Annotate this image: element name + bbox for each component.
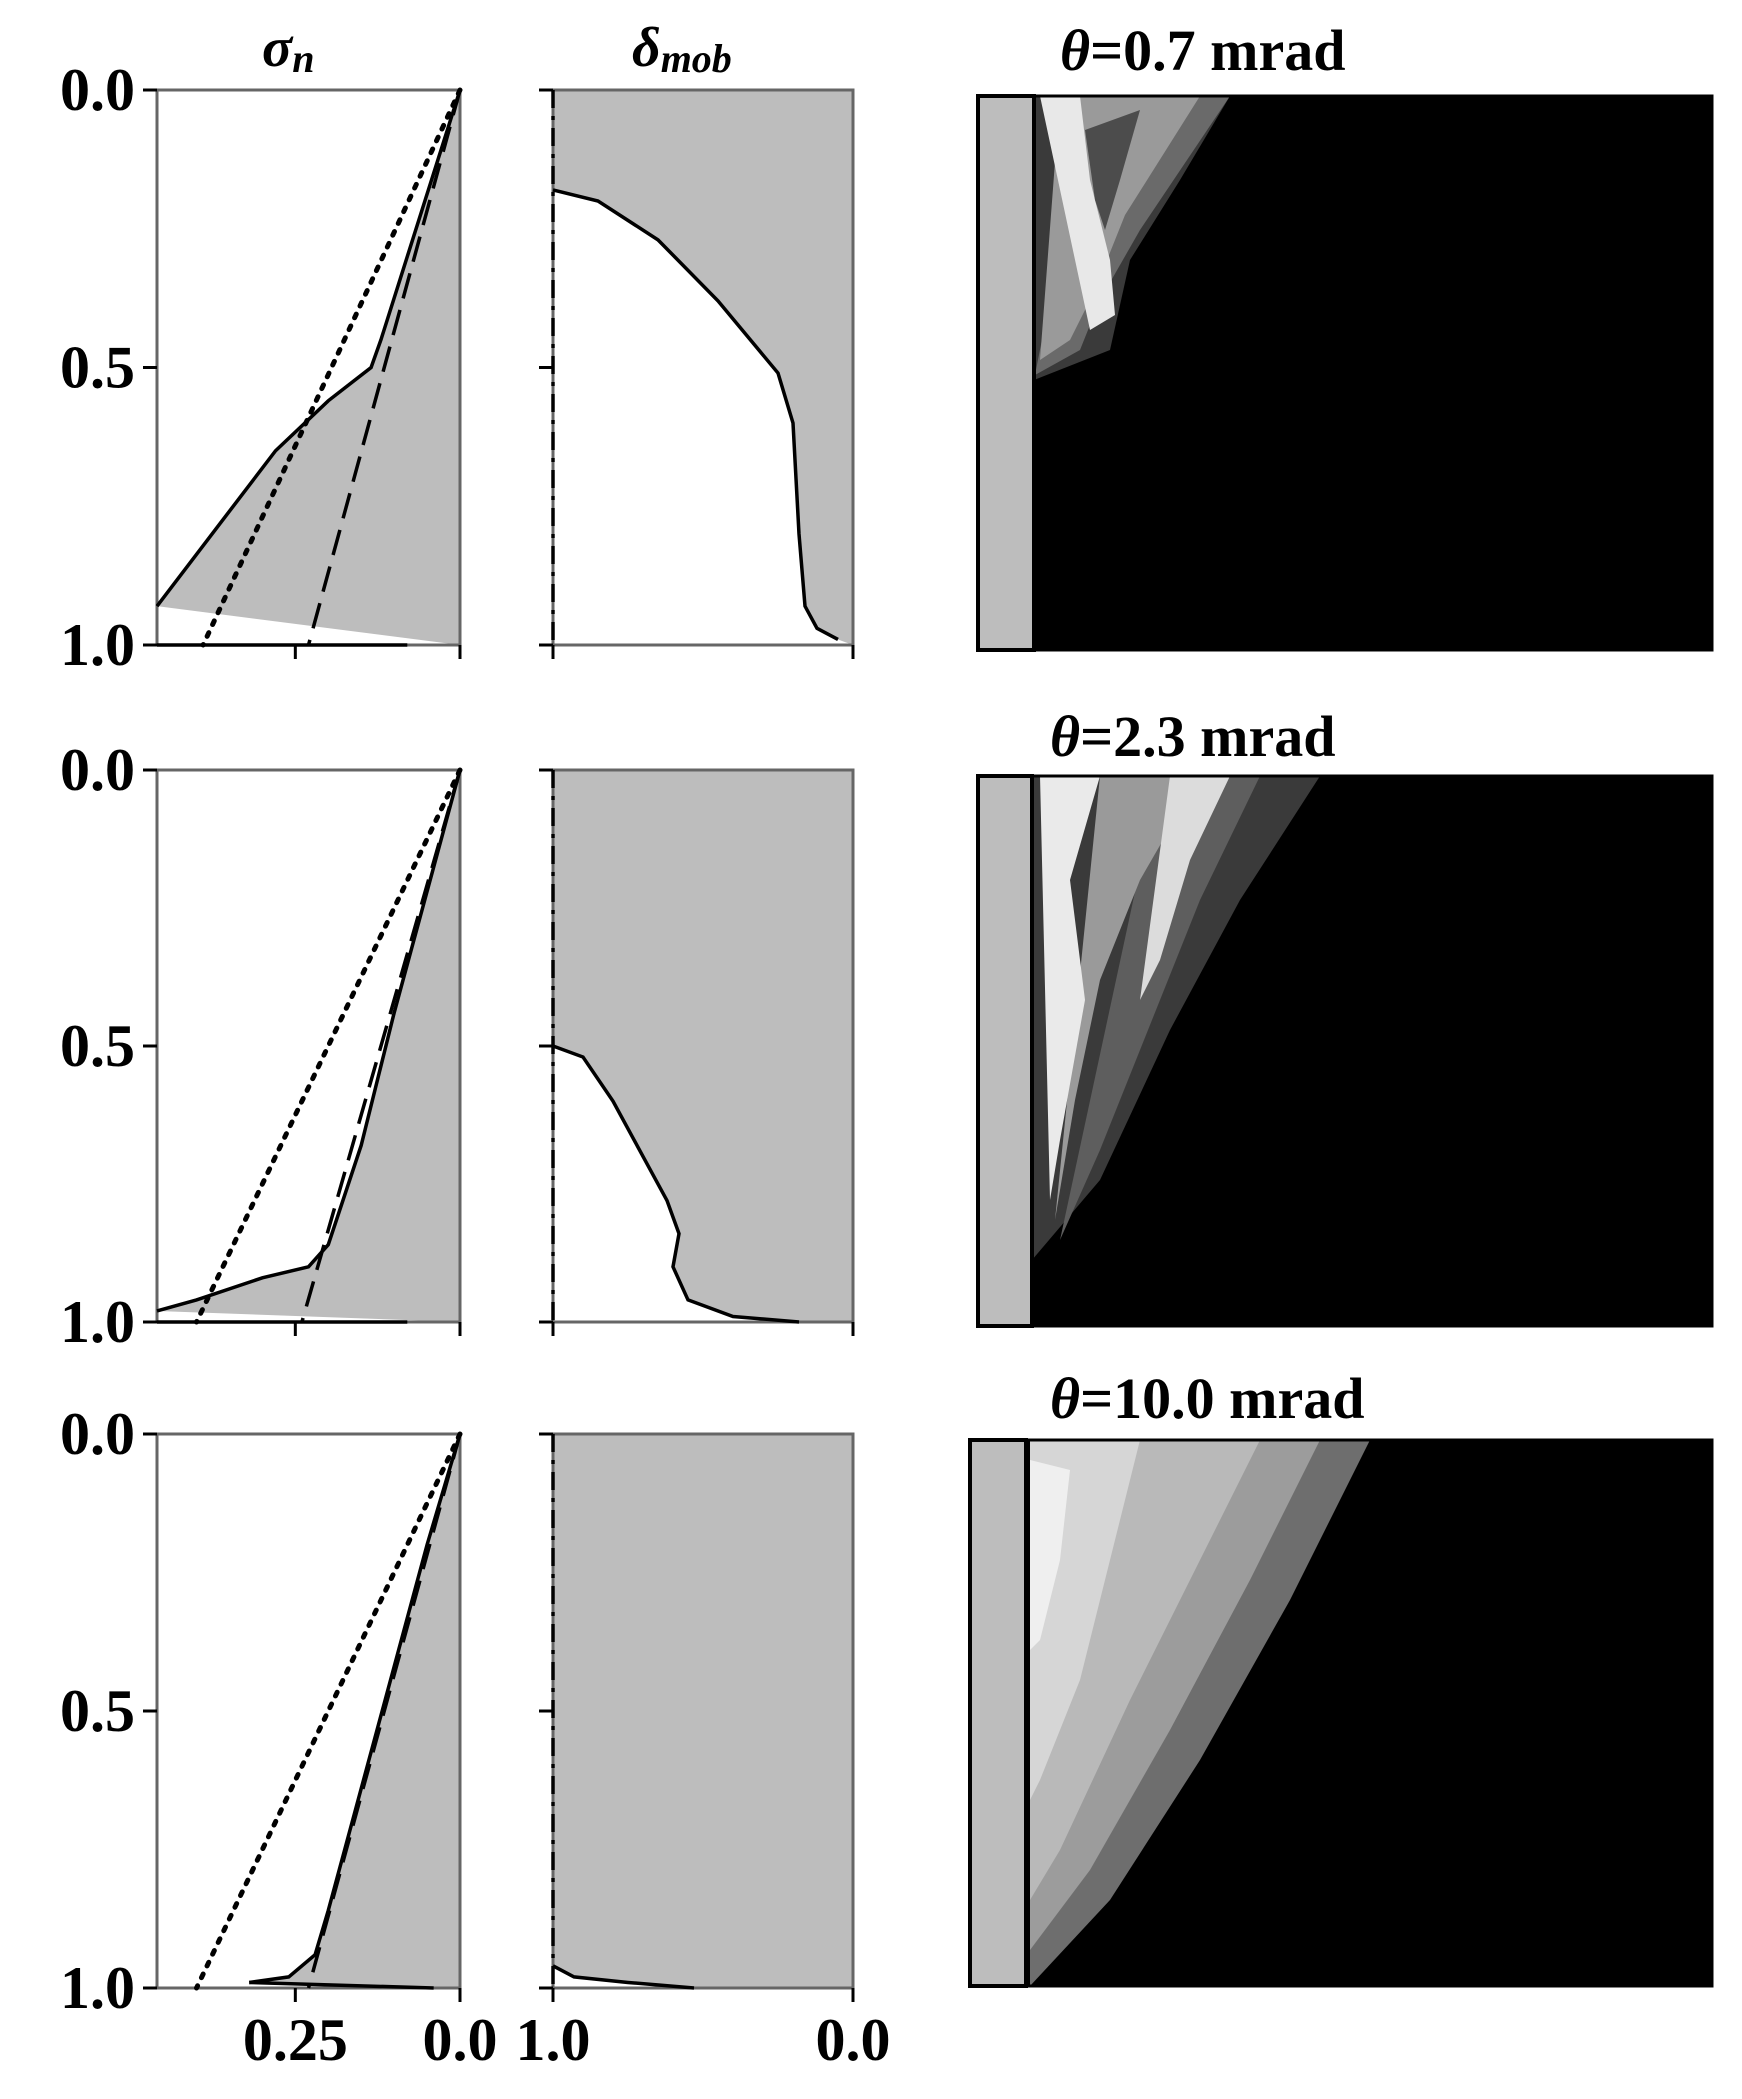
delta-series-solid-1 xyxy=(552,188,839,641)
map-title-row-1: θ=0.7 mrad xyxy=(1060,18,1345,83)
sigma-series-dotted-4 xyxy=(200,87,463,648)
map-frame xyxy=(968,1438,1714,1988)
contour-band-5 xyxy=(1030,1460,1070,1650)
map-frame xyxy=(976,774,1714,1328)
contour-band-4 xyxy=(1140,776,1230,1000)
contour-map-row-3 xyxy=(968,1438,1714,1988)
sigma-column-title: σn xyxy=(262,17,314,81)
delta-fill-region xyxy=(553,90,853,645)
map-title-row-3: θ=10.0 mrad xyxy=(1050,1366,1364,1431)
sigma-symbol: σ xyxy=(262,17,294,79)
y-tick-label: 0.5 xyxy=(60,1013,135,1079)
sigma-series-dashed-3 xyxy=(306,89,462,646)
sigma-panel-row-3: 0.0 0.5 1.0 0.25 0.0 xyxy=(60,1401,498,2073)
contour-band-3 xyxy=(1040,96,1115,330)
y-tick-label: 0.5 xyxy=(60,1678,135,1744)
contour-band-2 xyxy=(1055,776,1200,1220)
sigma-series-dashed-3 xyxy=(300,769,462,1323)
sigma-series-dashed-3 xyxy=(306,1433,462,1989)
delta-fill-region xyxy=(553,770,853,1322)
sigma-fill-region xyxy=(157,770,460,1322)
contour-map-row-2 xyxy=(976,774,1714,1328)
y-tick-label: 1.0 xyxy=(60,1289,135,1355)
delta-column-title: δmob xyxy=(632,17,732,81)
sigma-series-dotted-4 xyxy=(194,1431,463,1991)
y-tick-label: 0.5 xyxy=(60,335,135,401)
delta-subscript: mob xyxy=(661,36,732,81)
contour-band-3 xyxy=(1040,776,1100,1200)
sigma-fill-region xyxy=(157,90,460,645)
delta-panel-row-3: 1.0 0.0 xyxy=(516,1432,891,2073)
y-tick-label: 0.0 xyxy=(60,737,135,803)
contour-band-4 xyxy=(1085,110,1140,230)
sigma-series-solid-1 xyxy=(156,769,462,1313)
sigma-series-dotted-4 xyxy=(194,767,463,1325)
delta-series-solid-1 xyxy=(552,1964,695,1990)
sigma-x-tick-label: 0.0 xyxy=(423,2007,498,2073)
sigma-panel-row-2: 0.0 0.5 1.0 xyxy=(60,737,463,1355)
delta-series-solid-1 xyxy=(552,1044,800,1324)
y-tick-label: 0.0 xyxy=(60,1401,135,1467)
delta-x-tick-label: 1.0 xyxy=(516,2007,591,2073)
sigma-subscript: n xyxy=(292,36,314,81)
delta-panel-row-1 xyxy=(539,88,855,659)
sigma-fill-region xyxy=(249,1434,460,1988)
wall-block xyxy=(968,1438,1028,1988)
sigma-series-solid-2 xyxy=(249,1980,434,1990)
sigma-series-solid-1 xyxy=(155,89,462,608)
delta-panel-row-2 xyxy=(539,768,855,1336)
y-tick-label: 1.0 xyxy=(60,612,135,678)
panels: 0.0 0.5 1.0 0.0 0.5 1.0 0.0 0.5 1.0 0.25 0.0 1.0 0.0 xyxy=(60,57,1714,2073)
map-title-row-2: θ=2.3 mrad xyxy=(1050,704,1335,769)
delta-fill-region xyxy=(553,1434,853,1988)
wall-block xyxy=(976,94,1036,652)
sigma-panel-row-1: 0.0 0.5 1.0 xyxy=(60,57,463,678)
delta-x-tick-label: 0.0 xyxy=(816,2007,891,2073)
y-tick-label: 0.0 xyxy=(60,57,135,123)
delta-symbol: δ xyxy=(632,17,661,79)
contour-map-row-1 xyxy=(976,94,1714,652)
map-frame xyxy=(976,94,1714,652)
contour-band-1 xyxy=(1060,776,1260,1240)
y-tick-label: 1.0 xyxy=(60,1955,135,2021)
wall-block xyxy=(976,774,1034,1328)
sigma-x-tick-label: 0.25 xyxy=(243,2007,348,2073)
